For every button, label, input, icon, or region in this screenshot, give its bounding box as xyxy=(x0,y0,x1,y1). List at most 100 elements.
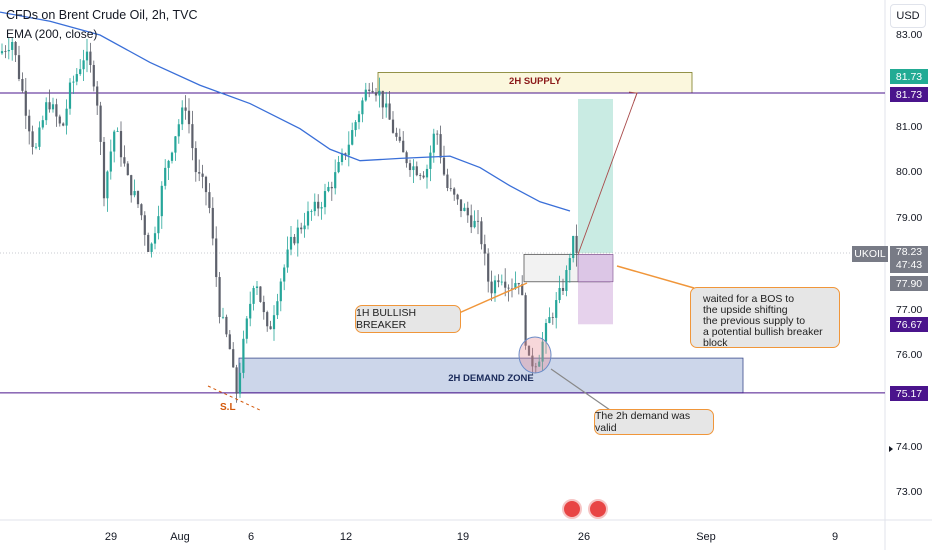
candle-body xyxy=(262,301,265,313)
candle-body xyxy=(531,355,534,367)
candle-body xyxy=(130,175,133,196)
candle-body xyxy=(245,318,248,339)
ema-legend[interactable]: EMA (200, close) xyxy=(6,27,98,41)
axis-marker-icon xyxy=(889,446,893,452)
x-tick-29: 29 xyxy=(104,531,118,543)
target-zone xyxy=(578,98,613,253)
candle-body xyxy=(534,366,537,368)
candle-body xyxy=(442,157,446,175)
candle-body xyxy=(385,103,388,108)
candle-body xyxy=(432,133,435,153)
bos-callout[interactable]: waited for a BOS to the upside shifting … xyxy=(690,287,840,349)
candle-body xyxy=(191,124,194,149)
candle-body xyxy=(303,225,306,230)
candle-body xyxy=(252,288,255,304)
demand-line-tag: 75.17 xyxy=(890,386,928,401)
candle-body xyxy=(194,148,197,173)
candle-body xyxy=(487,253,490,282)
candle-body xyxy=(116,131,119,132)
candle-body xyxy=(113,131,116,152)
candle-body xyxy=(7,49,10,52)
candle-body xyxy=(439,134,442,158)
candle-body xyxy=(286,249,289,268)
candle-body xyxy=(17,55,21,79)
supply-zone-label: 2H SUPPLY xyxy=(509,76,561,87)
candle-body xyxy=(504,281,507,288)
candle-body xyxy=(11,42,14,50)
candle-body xyxy=(415,166,418,176)
candle-body xyxy=(548,317,551,324)
candle-body xyxy=(276,301,279,316)
candle-body xyxy=(133,191,136,196)
candle-body xyxy=(395,132,398,137)
candle-body xyxy=(480,221,483,245)
candle-body xyxy=(41,120,44,128)
x-tick-6: 6 xyxy=(247,531,255,543)
last-price-tag: 78.23 47:43 xyxy=(890,246,928,273)
candle-body xyxy=(323,191,327,208)
candle-body xyxy=(538,361,541,367)
candle-body xyxy=(425,168,429,178)
candle-body xyxy=(340,153,344,162)
candle-body xyxy=(483,244,486,254)
candle-body xyxy=(412,166,415,171)
candle-body xyxy=(266,312,269,327)
x-tick-9: 9 xyxy=(831,531,839,543)
candle-body xyxy=(327,186,330,192)
candle-body xyxy=(235,367,238,394)
candle-body xyxy=(446,174,449,188)
candle-body xyxy=(402,140,405,153)
candle-body xyxy=(551,317,554,318)
ema-line xyxy=(0,11,571,212)
candle-body xyxy=(283,267,286,282)
candle-body xyxy=(368,89,371,91)
candle-body xyxy=(164,167,167,186)
candle-body xyxy=(493,280,497,294)
y-tick-83: 83.00 xyxy=(896,29,923,41)
candle-body xyxy=(391,119,395,133)
us-flag-event-icon[interactable] xyxy=(562,499,582,519)
stop-tag: 76.67 xyxy=(890,317,928,332)
candle-body xyxy=(381,90,384,108)
candle-body xyxy=(374,92,378,96)
candle-body xyxy=(79,69,82,75)
candle-body xyxy=(14,42,17,56)
bos-connector xyxy=(616,265,695,289)
y-tick-80: 80.00 xyxy=(896,166,923,178)
candle-body xyxy=(575,235,578,254)
candle-body xyxy=(218,277,221,317)
candle-body xyxy=(466,207,469,216)
candle-body xyxy=(28,115,31,132)
us-flag-event-icon[interactable] xyxy=(588,499,608,519)
candle-body xyxy=(555,300,558,318)
symbol-tag: UKOIL xyxy=(852,246,888,262)
candle-body xyxy=(58,116,61,124)
candle-body xyxy=(449,187,452,189)
candle-body xyxy=(470,215,473,228)
chart-title[interactable]: CFDs on Brent Crude Oil, 2h, TVC xyxy=(6,8,198,22)
breaker-callout[interactable]: 1H BULLISH BREAKER xyxy=(355,305,461,333)
candle-body xyxy=(21,78,24,91)
candle-body xyxy=(255,286,259,289)
candle-body xyxy=(561,288,565,291)
candle-body xyxy=(174,136,177,153)
candle-body xyxy=(123,157,126,164)
candle-body xyxy=(85,51,89,61)
candle-body xyxy=(153,233,157,244)
candle-body xyxy=(96,86,99,106)
stop-loss-label: S.L xyxy=(220,402,236,413)
currency-button[interactable]: USD xyxy=(890,4,926,28)
candle-body xyxy=(361,100,364,115)
candle-body xyxy=(62,123,65,126)
candle-body xyxy=(459,199,463,211)
bos-line-4: a potential bullish breaker block xyxy=(703,326,823,349)
candle-body xyxy=(306,211,310,226)
candle-body xyxy=(160,185,163,217)
candle-body xyxy=(289,236,293,250)
projection-arrow xyxy=(577,92,638,255)
demand-callout[interactable]: The 2h demand was valid xyxy=(594,409,714,435)
stop-loss-line xyxy=(207,385,263,412)
candle-body xyxy=(473,220,476,228)
candle-body xyxy=(337,161,340,173)
